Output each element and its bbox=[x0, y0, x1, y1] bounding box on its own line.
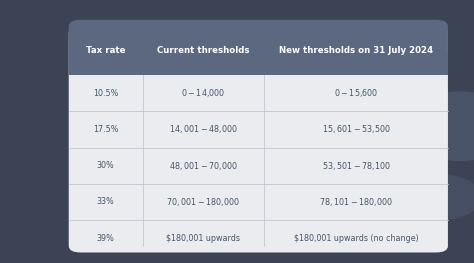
Circle shape bbox=[398, 92, 474, 160]
Text: $0 - $14,000: $0 - $14,000 bbox=[181, 87, 226, 99]
FancyBboxPatch shape bbox=[69, 20, 448, 75]
Text: $0 - $15,600: $0 - $15,600 bbox=[334, 87, 378, 99]
Text: 10.5%: 10.5% bbox=[93, 89, 118, 98]
Text: New thresholds on 31 July 2024: New thresholds on 31 July 2024 bbox=[279, 46, 433, 55]
Text: $180,001 upwards (no change): $180,001 upwards (no change) bbox=[293, 234, 419, 243]
Text: $14,001 - $48,000: $14,001 - $48,000 bbox=[169, 123, 238, 135]
Bar bbox=[69, 50, 448, 75]
Text: $78,101 - $180,000: $78,101 - $180,000 bbox=[319, 196, 393, 208]
Text: Tax rate: Tax rate bbox=[86, 46, 126, 55]
Text: 30%: 30% bbox=[97, 161, 115, 170]
Text: 17.5%: 17.5% bbox=[93, 125, 118, 134]
Text: $48,001 - $70,000: $48,001 - $70,000 bbox=[169, 160, 238, 172]
Text: Current thresholds: Current thresholds bbox=[157, 46, 250, 55]
Text: $70,001 - $180,000: $70,001 - $180,000 bbox=[166, 196, 240, 208]
Circle shape bbox=[401, 175, 474, 220]
Text: $15,601 - $53,500: $15,601 - $53,500 bbox=[321, 123, 391, 135]
Text: $180,001 upwards: $180,001 upwards bbox=[166, 234, 240, 243]
Text: 39%: 39% bbox=[97, 234, 115, 243]
Text: $53,501 - $78,100: $53,501 - $78,100 bbox=[321, 160, 391, 172]
Text: 33%: 33% bbox=[97, 198, 115, 206]
FancyBboxPatch shape bbox=[69, 26, 448, 252]
